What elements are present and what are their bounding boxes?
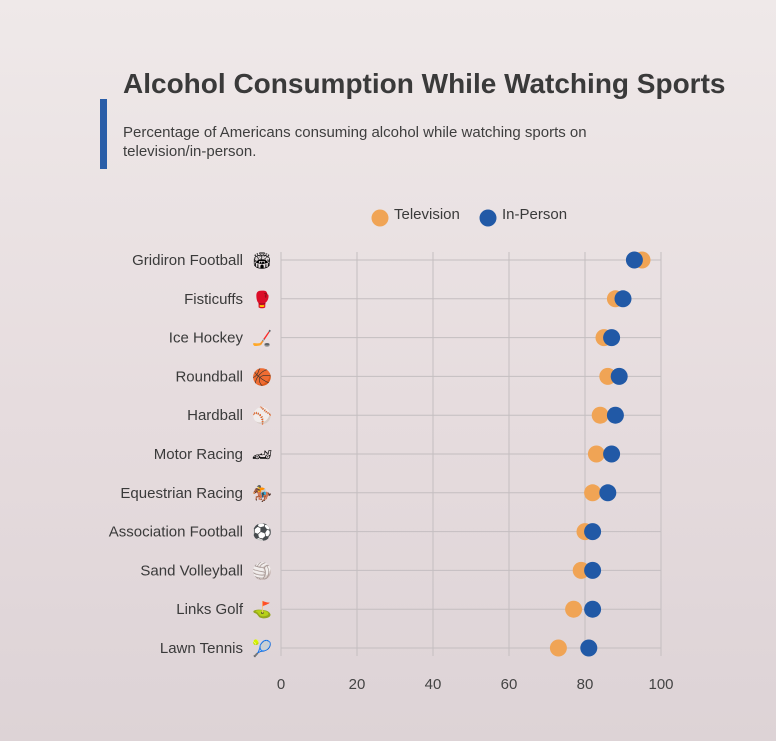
x-tick-label: 100 [648, 676, 673, 693]
x-tick-label: 40 [425, 676, 442, 693]
category-icon: 🏒 [252, 329, 272, 348]
category-label: Sand Volleyball [140, 562, 243, 579]
data-points [549, 251, 651, 657]
x-tick-label: 0 [277, 676, 285, 693]
category-label: Hardball [187, 407, 243, 424]
point-television [549, 639, 567, 657]
legend-item-in-person-marker [479, 209, 497, 227]
category-label: Links Golf [176, 601, 244, 618]
category-icon: ⚾ [251, 406, 272, 425]
category-icon: 🏎 [252, 445, 272, 464]
point-television [584, 484, 602, 502]
category-label: Motor Racing [154, 446, 243, 463]
point-in-person [603, 329, 621, 347]
category-label: Lawn Tennis [160, 640, 243, 657]
category-labels: Gridiron Football 🏟 Fisticuffs 🥊 Ice Hockey 🏒… [109, 251, 272, 658]
point-in-person [625, 251, 643, 269]
point-in-person [599, 484, 617, 502]
chart-subtitle: Percentage of Americans consuming alcoho… [123, 124, 587, 160]
x-axis: 0 20 40 60 80 100 [277, 676, 674, 693]
category-icon: 🏐 [252, 561, 272, 580]
category-icon: 🎾 [252, 639, 272, 658]
category-icon: 🥊 [252, 290, 272, 309]
point-television [587, 445, 605, 463]
x-tick-label: 20 [349, 676, 366, 693]
legend-item-in-person-label: In-Person [502, 206, 567, 223]
point-television [565, 600, 583, 618]
category-label: Ice Hockey [169, 330, 244, 347]
point-in-person [614, 290, 632, 308]
category-icon: 🏟 [252, 251, 272, 270]
category-label: Roundball [175, 368, 243, 385]
legend: Television In-Person [371, 206, 567, 227]
category-label: Fisticuffs [184, 291, 243, 308]
point-television [591, 406, 609, 424]
category-icon: ⚽ [251, 523, 272, 542]
legend-item-television-marker [371, 209, 389, 227]
category-label: Gridiron Football [132, 252, 243, 269]
category-label: Association Football [109, 524, 243, 541]
legend-item-television-label: Television [394, 206, 460, 223]
category-label: Equestrian Racing [120, 485, 243, 502]
x-tick-label: 60 [501, 676, 518, 693]
point-in-person [584, 561, 602, 579]
point-in-person [584, 523, 602, 541]
category-icon: 🏇 [252, 484, 272, 503]
category-icon: 🏀 [252, 366, 272, 387]
subtitle-accent-bar [100, 99, 107, 169]
point-in-person [584, 600, 602, 618]
x-tick-label: 80 [577, 676, 594, 693]
point-in-person [603, 445, 621, 463]
point-in-person [580, 639, 598, 657]
chart-title: Alcohol Consumption While Watching Sport… [123, 68, 726, 99]
point-in-person [606, 406, 624, 424]
category-icon: ⛳ [252, 600, 272, 619]
point-in-person [610, 367, 628, 385]
